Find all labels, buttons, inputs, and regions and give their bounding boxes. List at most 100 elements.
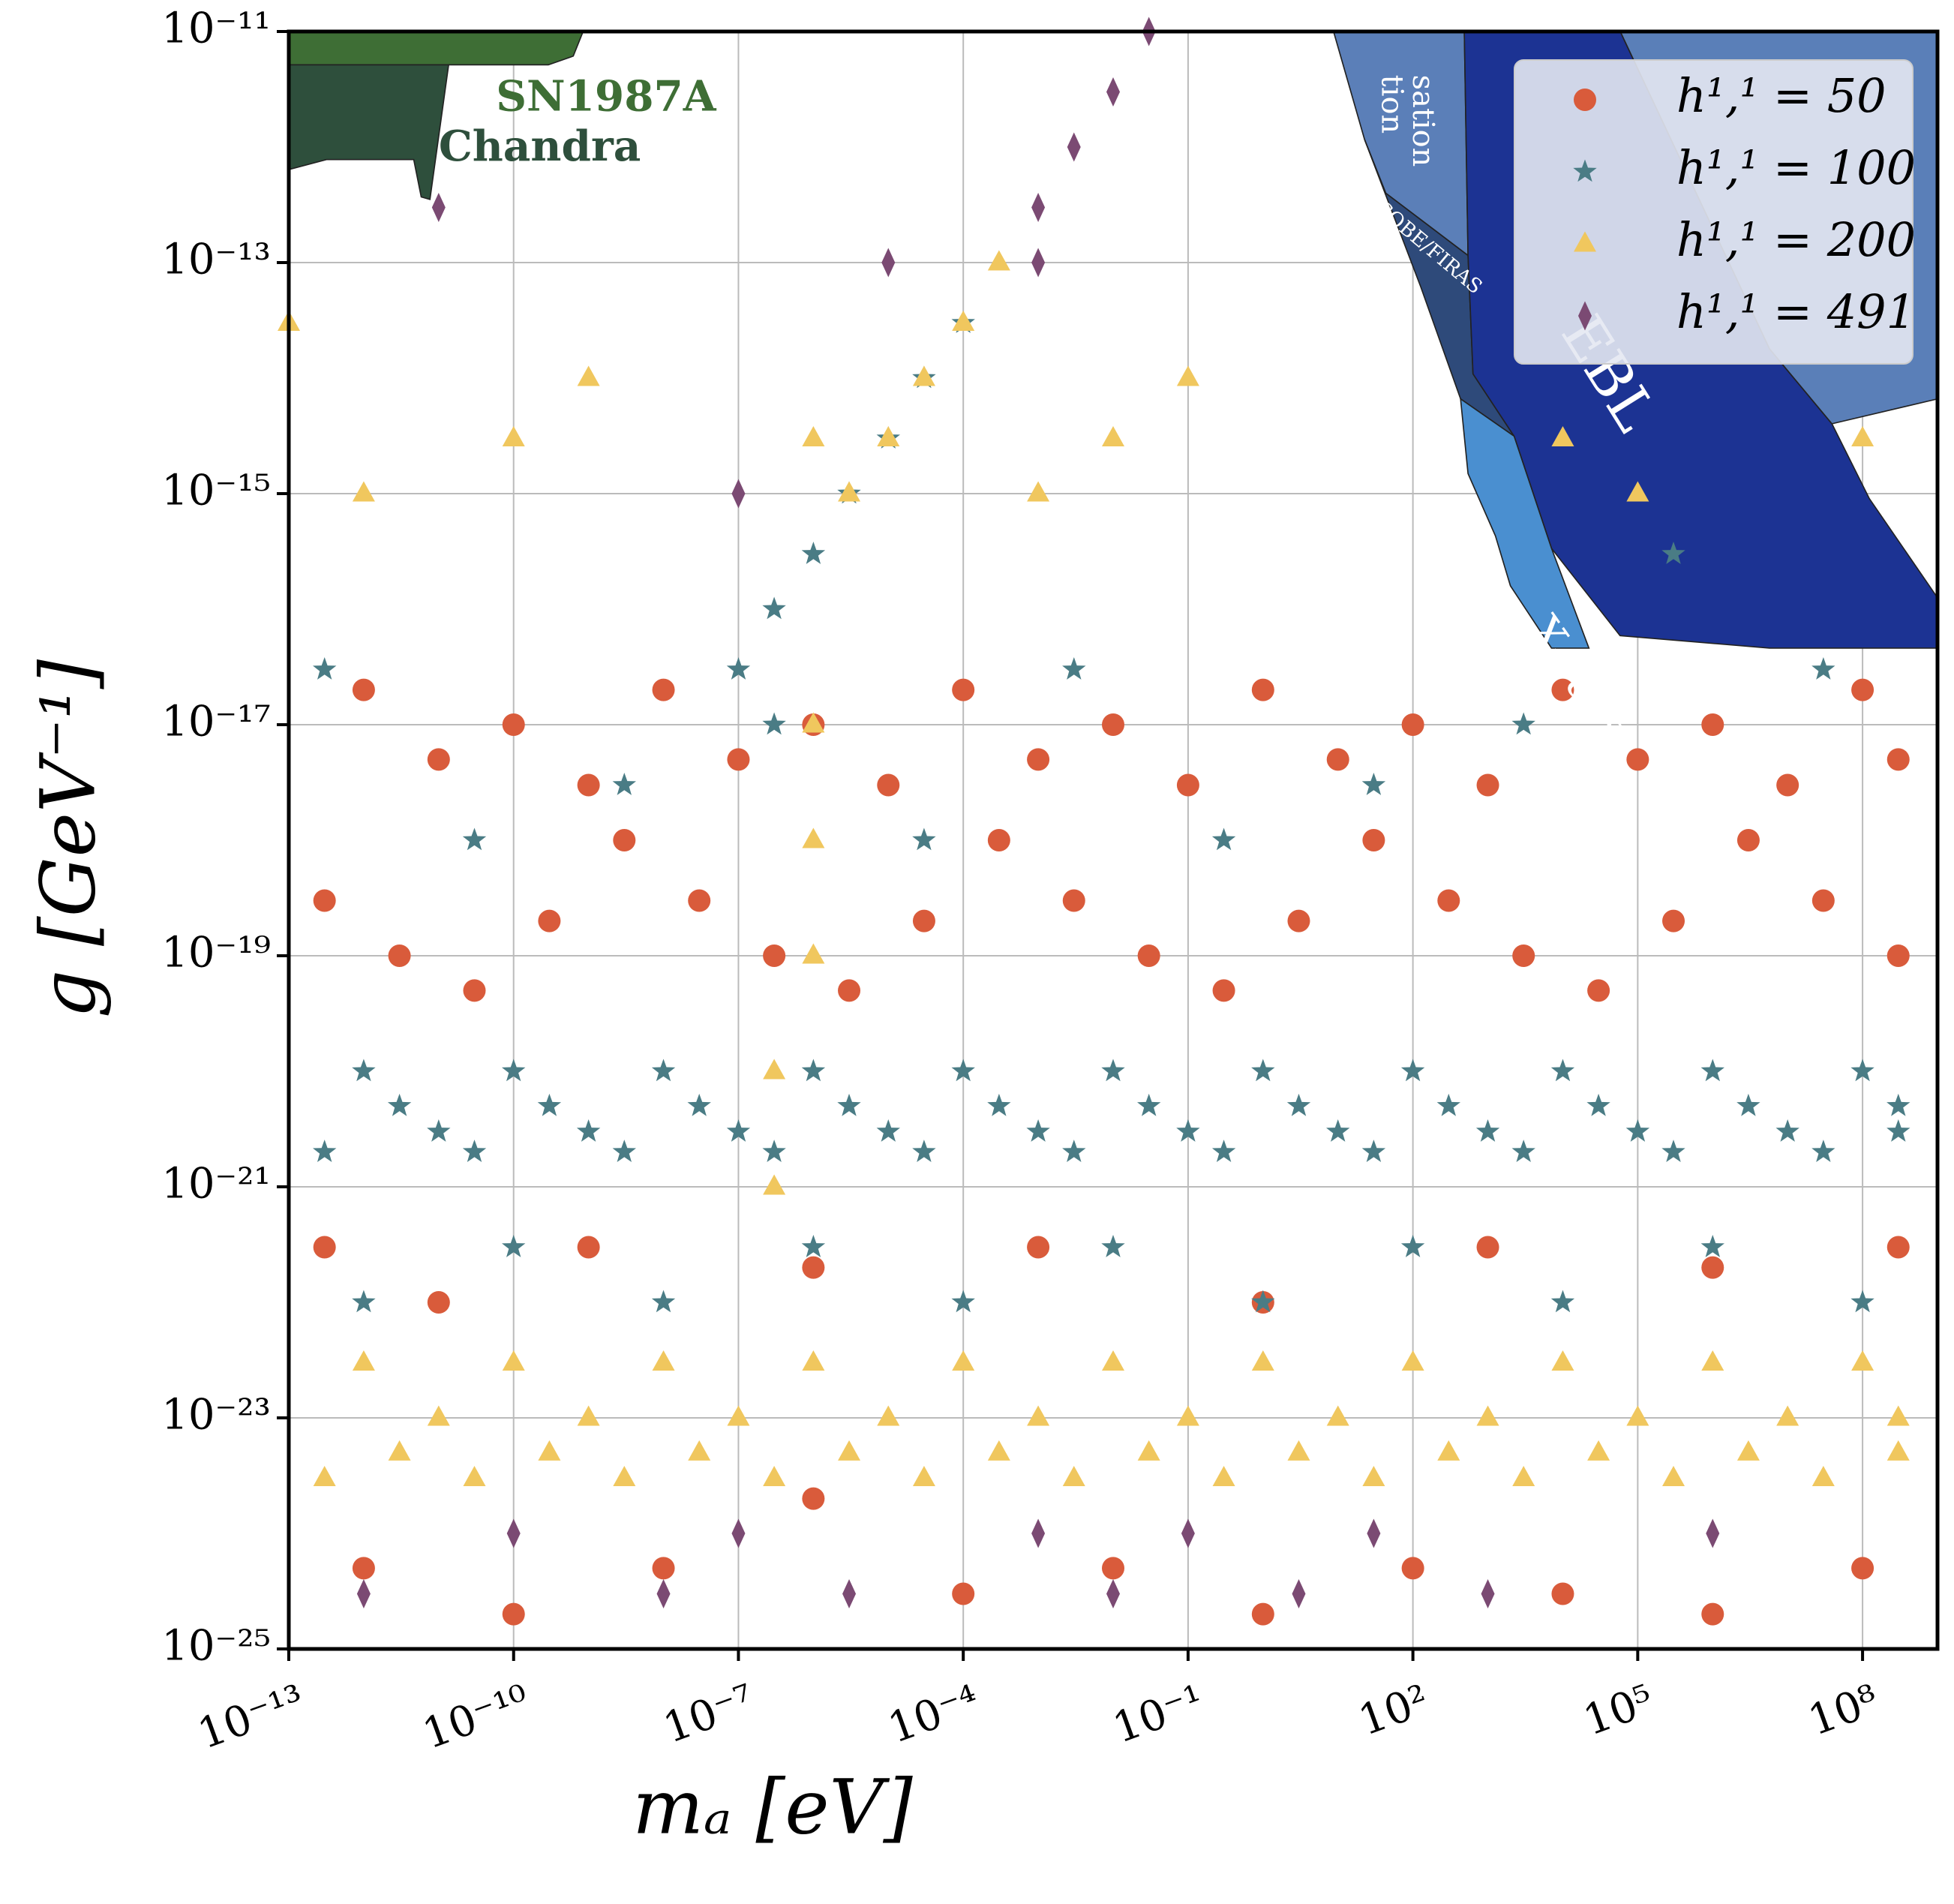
marker (1176, 365, 1199, 386)
marker (1736, 1440, 1760, 1461)
y-axis-label: g [GeV⁻¹] (25, 659, 113, 1018)
legend-box (1514, 59, 1913, 365)
marker (1661, 542, 1685, 564)
marker (313, 889, 336, 912)
y-tick-label: 10⁻²³ (161, 1391, 271, 1440)
marker (912, 909, 935, 932)
marker (1511, 712, 1535, 735)
marker (356, 1579, 371, 1609)
marker (952, 678, 975, 701)
marker (688, 889, 711, 912)
marker (1031, 193, 1046, 223)
marker (912, 365, 935, 386)
marker (1850, 1290, 1874, 1313)
marker (1027, 748, 1050, 771)
marker (613, 829, 636, 851)
marker (1587, 979, 1610, 1002)
marker (651, 1290, 676, 1313)
marker (1400, 1059, 1425, 1082)
marker (1775, 1119, 1799, 1142)
legend-label: h¹,¹ = 50 (1676, 68, 1886, 123)
legend-label: h¹,¹ = 491 (1676, 284, 1916, 339)
marker (1367, 1518, 1381, 1548)
marker (1776, 773, 1799, 797)
marker (1475, 1119, 1500, 1142)
marks (278, 17, 1910, 1626)
marker (352, 1290, 376, 1313)
marker (1326, 748, 1349, 771)
marker (577, 773, 600, 797)
marker (463, 979, 486, 1002)
marker (881, 248, 896, 278)
y-tick-label: 10⁻¹⁷ (161, 698, 271, 746)
marker (352, 1350, 375, 1371)
marker (1701, 713, 1724, 736)
marker (613, 1466, 636, 1487)
marker (1062, 1466, 1085, 1487)
marker (1401, 713, 1424, 736)
annotation: sation (1406, 75, 1440, 167)
marker (1251, 1350, 1274, 1371)
sn1987a-region (288, 30, 584, 66)
marker (1101, 1059, 1125, 1082)
marker (763, 1059, 786, 1080)
marker (727, 1405, 750, 1426)
marker (1700, 1059, 1724, 1082)
marker (462, 827, 487, 851)
marker (763, 1466, 786, 1487)
marker (877, 1405, 900, 1426)
marker (1251, 678, 1274, 701)
marker (538, 909, 561, 932)
plot-frame (287, 29, 1940, 1651)
legend: h¹,¹ = 50 h¹,¹ = 100 h¹,¹ = 200 h¹,¹ = 491 (1514, 59, 1916, 365)
marker (652, 678, 675, 701)
marker (1574, 231, 1596, 252)
marker (876, 1119, 900, 1142)
marker (838, 1440, 861, 1461)
marker (1811, 1466, 1835, 1487)
marker (352, 481, 375, 502)
marker (656, 1579, 671, 1609)
marker (1101, 1235, 1125, 1257)
marker (1361, 773, 1386, 795)
marker (427, 748, 450, 771)
marker (952, 1582, 975, 1605)
x-tick-label: 10⁻⁷ (657, 1676, 761, 1753)
marker (801, 1059, 826, 1082)
marker (762, 596, 786, 620)
marker (802, 1487, 825, 1510)
marker (1106, 1579, 1120, 1609)
marker (1550, 1059, 1575, 1082)
marker (1436, 1093, 1460, 1116)
marker (1027, 481, 1050, 502)
marker (838, 979, 861, 1002)
x-tick-label: 10² (1352, 1676, 1435, 1746)
marker (577, 365, 600, 386)
marker (1511, 1140, 1535, 1162)
x-tick-label: 10⁻⁴ (882, 1676, 986, 1753)
marker (912, 827, 936, 851)
marker (727, 748, 750, 771)
marker (951, 1290, 975, 1313)
marker (1886, 1119, 1910, 1142)
marker (842, 1579, 857, 1609)
marker (801, 1235, 826, 1257)
marker (1551, 1582, 1574, 1605)
x-axis-label: mₐ [eV] (632, 1764, 914, 1851)
marker (912, 1140, 936, 1162)
marker (1362, 829, 1385, 851)
marker (1401, 1350, 1424, 1371)
y-tick-label: 10⁻¹¹ (161, 5, 271, 53)
marker (952, 1350, 975, 1371)
marker (877, 773, 900, 797)
marker (1776, 1405, 1799, 1426)
marker (1573, 159, 1597, 182)
marker (1251, 1059, 1275, 1082)
marker (388, 944, 411, 967)
annotation: Chandra (439, 122, 641, 171)
marker (1550, 1290, 1575, 1313)
marker (1102, 1350, 1124, 1371)
marker (1326, 1405, 1349, 1426)
marker (1886, 1236, 1910, 1259)
marker (1851, 678, 1874, 701)
